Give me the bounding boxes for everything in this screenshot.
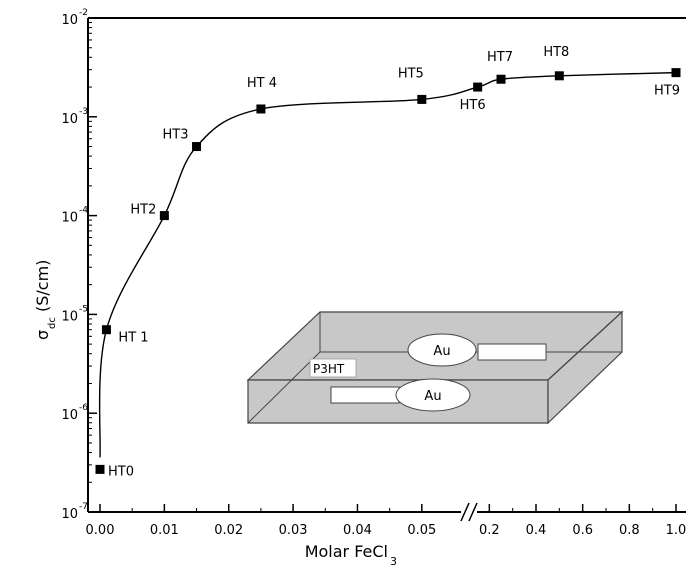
data-point-label: HT 4 bbox=[247, 76, 277, 91]
fit-curve-line bbox=[98, 71, 677, 458]
data-point-marker bbox=[496, 74, 506, 84]
electrode-label-top: Au bbox=[433, 344, 450, 359]
data-point-marker bbox=[473, 82, 483, 92]
x-tick-label: 0.01 bbox=[150, 523, 179, 538]
fit-curve bbox=[98, 71, 677, 458]
y-tick-label: 10 bbox=[61, 13, 78, 28]
y-tick-exponent: -5 bbox=[79, 304, 88, 314]
y-axis-title-subscript: dc bbox=[47, 317, 58, 329]
data-point-label: HT2 bbox=[130, 203, 156, 218]
electrode-label-bottom: Au bbox=[424, 389, 441, 404]
electrode-pad-bottom bbox=[395, 378, 471, 412]
y-tick-label: 10 bbox=[61, 309, 78, 324]
x-tick-label: 0.8 bbox=[619, 523, 640, 538]
y-axis-title: σ dc (S/cm) bbox=[33, 260, 58, 340]
slab-hidden-edge bbox=[247, 351, 321, 424]
electrode-strip-top bbox=[477, 343, 547, 361]
x-tick-label: 0.2 bbox=[479, 523, 500, 538]
y-tick-exponent: -7 bbox=[79, 502, 88, 512]
x-tick-label: 0.6 bbox=[572, 523, 593, 538]
data-point-label: HT8 bbox=[543, 45, 569, 60]
y-axis-title-symbol: σ bbox=[33, 330, 52, 340]
data-point-marker bbox=[256, 104, 266, 114]
data-point-label: HT 1 bbox=[118, 331, 148, 346]
x-tick-label: 0.00 bbox=[86, 523, 115, 538]
data-point-label: HT0 bbox=[108, 464, 134, 479]
y-axis-ticks: 10-210-310-410-510-610-7 bbox=[61, 8, 97, 522]
data-point-marker bbox=[159, 211, 169, 221]
data-point-marker bbox=[101, 325, 111, 335]
y-tick-label: 10 bbox=[61, 112, 78, 127]
electrode-strip-bottom bbox=[330, 386, 400, 404]
axis-break-mark bbox=[468, 502, 478, 522]
y-tick-exponent: -4 bbox=[79, 206, 88, 216]
x-axis-title-subscript: 3 bbox=[390, 555, 397, 568]
y-tick-exponent: -3 bbox=[79, 107, 88, 117]
data-point-marker bbox=[417, 94, 427, 104]
y-tick-label: 10 bbox=[61, 408, 78, 423]
data-point-marker bbox=[671, 68, 681, 78]
data-point-marker bbox=[192, 142, 202, 152]
data-point-label: HT6 bbox=[460, 98, 486, 113]
sample-label: P3HT bbox=[313, 362, 345, 376]
data-point-label: HT3 bbox=[163, 128, 189, 143]
y-tick-exponent: -2 bbox=[79, 8, 88, 18]
x-tick-label: 0.05 bbox=[407, 523, 436, 538]
x-tick-label: 0.02 bbox=[214, 523, 243, 538]
x-tick-label: 0.04 bbox=[343, 523, 372, 538]
axis-break-mark bbox=[460, 502, 470, 522]
data-point-marker bbox=[95, 464, 105, 474]
x-axis-ticks: 0.00 0.01 0.02 0.03 0.04 0.05 0.2 0.4 0.6 0.8 1.0 bbox=[86, 504, 687, 538]
y-tick-label: 10 bbox=[61, 507, 78, 522]
data-point-label: HT5 bbox=[398, 66, 424, 81]
x-tick-label: 0.4 bbox=[526, 523, 547, 538]
sample-label-box bbox=[309, 358, 357, 378]
x-tick-label: 1.0 bbox=[666, 523, 687, 538]
data-point-marker bbox=[554, 71, 564, 81]
x-tick-label: 0.03 bbox=[279, 523, 308, 538]
y-tick-exponent: -6 bbox=[79, 403, 88, 413]
electrode-pad-top bbox=[407, 333, 477, 367]
x-axis-title: Molar FeCl bbox=[305, 542, 388, 561]
data-point-label: HT7 bbox=[487, 50, 513, 65]
y-axis-title-units: (S/cm) bbox=[33, 260, 52, 312]
data-point-label: HT9 bbox=[654, 84, 680, 99]
data-points: HT0 HT 1 HT2 HT3 HT 4 HT5 HT6 HT7 HT8 HT9 bbox=[95, 45, 681, 479]
plot-frame bbox=[87, 17, 686, 522]
y-tick-label: 10 bbox=[61, 211, 78, 226]
device-inset: P3HT Au Au bbox=[246, 310, 624, 425]
